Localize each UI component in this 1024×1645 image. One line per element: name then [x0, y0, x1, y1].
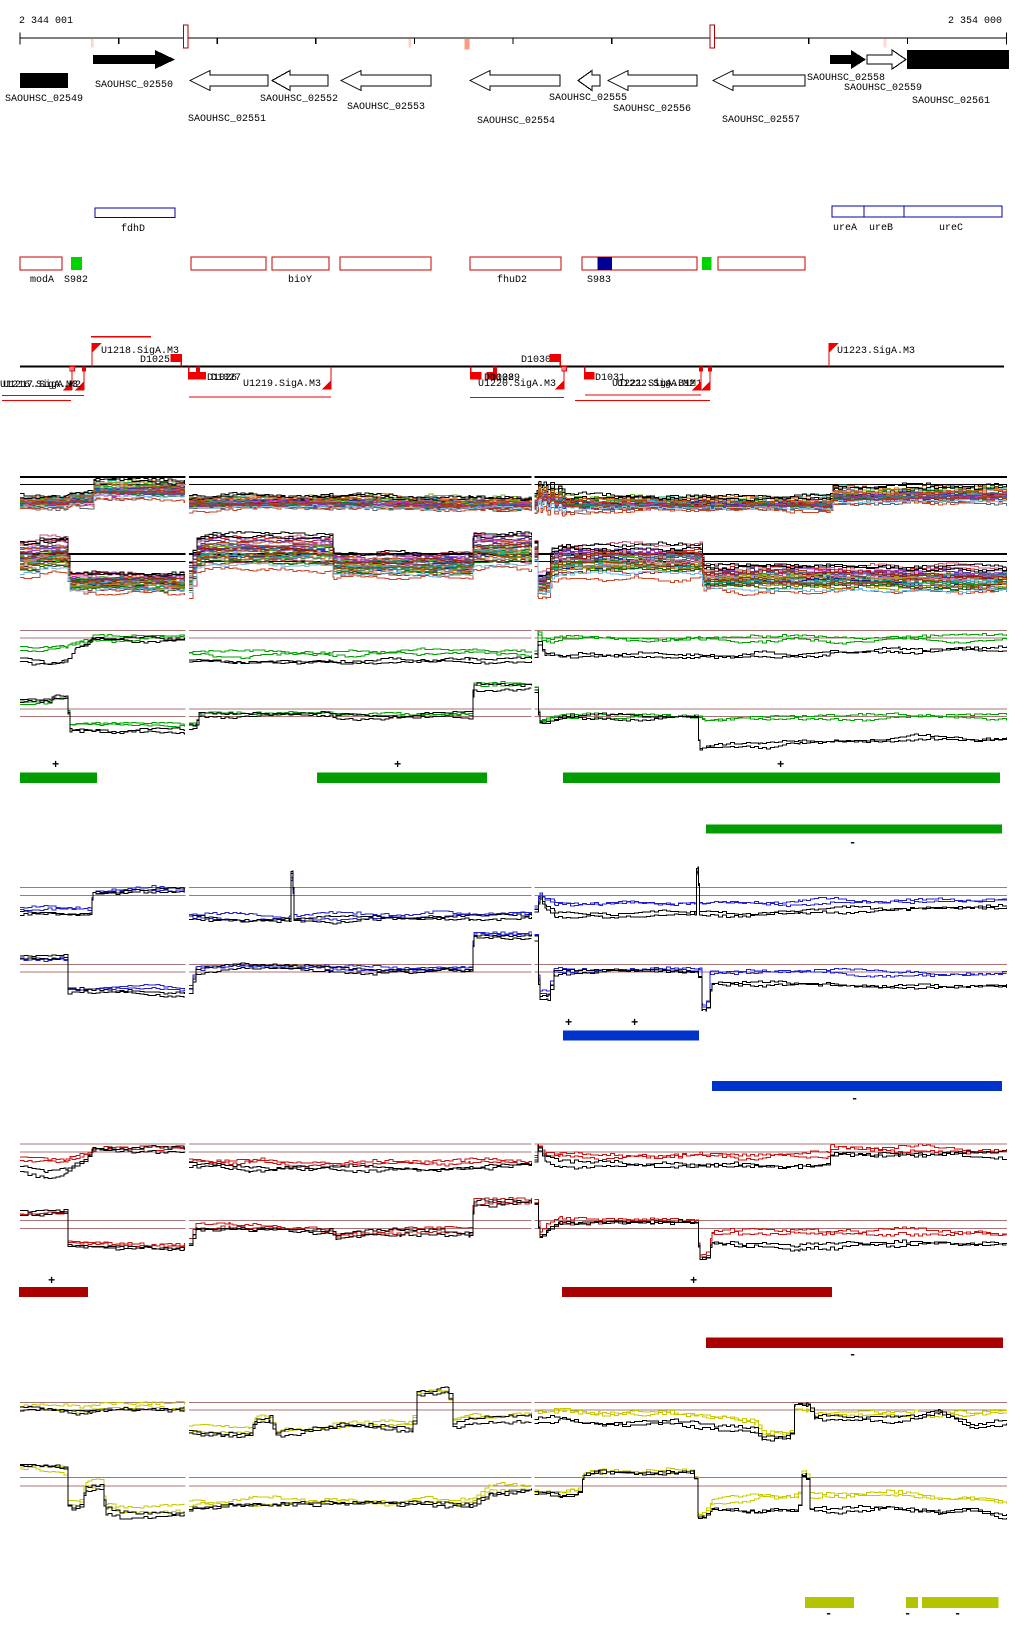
- svg-text:2 354 000: 2 354 000: [948, 16, 1002, 27]
- svg-text:D1030: D1030: [521, 355, 551, 366]
- svg-text:SAOUHSC_02555: SAOUHSC_02555: [549, 93, 627, 104]
- svg-text:SAOUHSC_02551: SAOUHSC_02551: [188, 114, 266, 125]
- svg-text:SAOUHSC_02552: SAOUHSC_02552: [260, 94, 338, 105]
- svg-text:ureB: ureB: [869, 223, 893, 234]
- svg-text:-: -: [849, 836, 856, 850]
- svg-text:ureA: ureA: [833, 223, 857, 234]
- svg-text:+: +: [48, 1274, 55, 1288]
- svg-text:S982: S982: [64, 275, 88, 286]
- svg-text:SAOUHSC_02557: SAOUHSC_02557: [722, 115, 800, 126]
- svg-text:U1217.SigA.M2: U1217.SigA.M2: [3, 379, 81, 391]
- svg-text:+: +: [565, 1016, 572, 1030]
- svg-text:D1025: D1025: [140, 355, 170, 366]
- svg-text:-: -: [954, 1607, 961, 1621]
- svg-text:U1216.SigA.M3: U1216.SigA.M3: [0, 379, 78, 391]
- svg-text:U1222.SigA.M2: U1222.SigA.M2: [617, 378, 695, 390]
- svg-text:U1223.SigA.M3: U1223.SigA.M3: [837, 345, 915, 357]
- svg-text:-: -: [825, 1607, 832, 1621]
- svg-text:+: +: [631, 1016, 638, 1030]
- svg-text:D1028: D1028: [484, 373, 514, 384]
- svg-text:+: +: [52, 758, 59, 772]
- svg-text:U1220.SigA.M3: U1220.SigA.M3: [478, 378, 556, 390]
- svg-text:bioY: bioY: [288, 274, 312, 286]
- svg-text:2 344 001: 2 344 001: [19, 16, 73, 27]
- svg-text:+: +: [777, 758, 784, 772]
- svg-text:SAOUHSC_02553: SAOUHSC_02553: [347, 102, 425, 113]
- svg-text:fhuD2: fhuD2: [497, 274, 527, 286]
- svg-text:SAOUHSC_02561: SAOUHSC_02561: [912, 96, 990, 107]
- svg-text:D1026: D1026: [207, 373, 237, 384]
- svg-text:-: -: [849, 1348, 856, 1362]
- svg-text:SAOUHSC_02549: SAOUHSC_02549: [5, 94, 83, 105]
- svg-text:U1218.SigA.M3: U1218.SigA.M3: [101, 345, 179, 357]
- svg-text:modA: modA: [30, 274, 54, 286]
- svg-text:D1027: D1027: [211, 373, 241, 384]
- svg-text:-: -: [851, 1092, 858, 1106]
- svg-text:-: -: [904, 1607, 911, 1621]
- svg-text:SAOUHSC_02559: SAOUHSC_02559: [844, 83, 922, 94]
- svg-text:D1031: D1031: [595, 373, 625, 384]
- svg-text:U1221.SigA.B1M1: U1221.SigA.B1M1: [612, 378, 702, 390]
- svg-text:+: +: [690, 1274, 697, 1288]
- svg-text:SAOUHSC_02554: SAOUHSC_02554: [477, 116, 555, 127]
- svg-text:S983: S983: [587, 275, 611, 286]
- svg-text:SAOUHSC_02556: SAOUHSC_02556: [613, 104, 691, 115]
- svg-text:U1219.SigA.M3: U1219.SigA.M3: [243, 378, 321, 390]
- svg-text:ureC: ureC: [939, 223, 963, 234]
- svg-text:SAOUHSC_02550: SAOUHSC_02550: [95, 80, 173, 91]
- svg-text:fdhD: fdhD: [121, 223, 145, 235]
- svg-text:SAOUHSC_02558: SAOUHSC_02558: [807, 73, 885, 84]
- svg-text:D1029: D1029: [490, 373, 520, 384]
- svg-text:+: +: [394, 758, 401, 772]
